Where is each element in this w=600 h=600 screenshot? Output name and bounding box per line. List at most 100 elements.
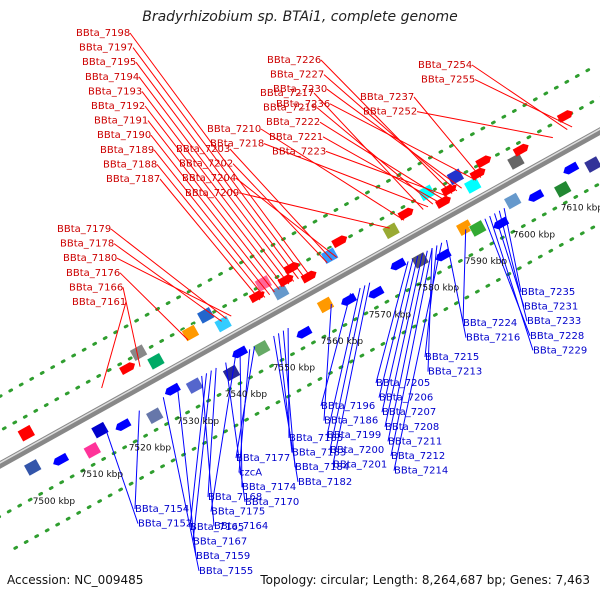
- lower-gene-label: BBta_7212: [391, 451, 445, 462]
- genome-summary-text: Topology: circular; Length: 8,264,687 bp…: [260, 573, 590, 587]
- lower-leader: [287, 327, 290, 439]
- upper-gene-arrow: [397, 207, 414, 221]
- upper-leader: [235, 177, 338, 258]
- lower-gene-4: [115, 418, 132, 432]
- lower-leader: [387, 250, 428, 442]
- upper-leader: [319, 121, 443, 200]
- lower-gene-0: [23, 458, 43, 477]
- upper-leader: [260, 128, 405, 221]
- tick-label: 7560 kbp: [321, 337, 364, 347]
- lower-gene-label: BBta_7211: [388, 436, 442, 447]
- tick-label: 7570 kbp: [369, 310, 412, 320]
- lower-leader: [446, 239, 467, 338]
- lower-gene-label: BBta_7231: [524, 302, 578, 313]
- upper-gene-label: BBta_7204: [182, 173, 236, 184]
- upper-gene-arrow: [119, 362, 136, 376]
- lower-leader: [424, 245, 438, 358]
- upper-gene-block: [146, 352, 166, 371]
- lower-gene-10: [252, 339, 272, 358]
- lower-gene-label: BBta_7168: [208, 492, 262, 503]
- upper-gene-label: BBta_7191: [94, 116, 148, 127]
- lower-leader: [273, 335, 299, 482]
- lower-gene-arrow: [390, 257, 407, 271]
- upper-gene-14: [331, 235, 348, 249]
- upper-gene-block: [196, 306, 216, 325]
- lower-leader: [427, 248, 433, 372]
- lower-gene-arrow: [164, 382, 181, 396]
- lower-gene-label: BBta_7164: [214, 521, 268, 532]
- upper-gene-20: [445, 167, 465, 186]
- upper-leader: [122, 287, 141, 367]
- lower-gene-5: [145, 406, 165, 425]
- lower-gene-13: [341, 292, 358, 306]
- lower-gene-arrow: [435, 248, 452, 262]
- lower-gene-block: [316, 295, 335, 314]
- upper-leader: [119, 272, 189, 341]
- lower-gene-arrow: [232, 345, 249, 359]
- upper-gene-label: BBta_7180: [63, 253, 117, 264]
- upper-gene-arrow: [512, 143, 529, 157]
- lower-gene-label: BBta_7216: [466, 333, 520, 344]
- lower-gene-label: BBta_7205: [376, 378, 430, 389]
- lower-gene-12: [316, 295, 335, 314]
- upper-gene-label: BBta_7237: [360, 92, 414, 103]
- tick-label: 7600 kbp: [513, 230, 556, 240]
- lower-gene-label: BBta_7175: [211, 507, 265, 518]
- lower-gene-arrow: [528, 189, 545, 202]
- upper-leader: [474, 79, 573, 128]
- upper-gene-label: BBta_7192: [91, 101, 145, 112]
- upper-gene-label: BBta_7193: [88, 86, 142, 97]
- lower-gene-23: [553, 180, 573, 199]
- lower-gene-label: BBta_7155: [199, 566, 253, 577]
- upper-leader: [329, 103, 477, 181]
- lower-gene-17: [435, 248, 452, 262]
- upper-gene-label: BBta_7161: [72, 297, 126, 308]
- lower-gene-block: [23, 458, 43, 477]
- upper-leader: [263, 143, 429, 208]
- tick-label: 7580 kbp: [417, 284, 460, 294]
- lower-gene-label: BBta_7174: [242, 482, 296, 493]
- upper-gene-label: BBta_7254: [418, 60, 472, 71]
- upper-gene-label: BBta_7252: [363, 107, 417, 118]
- lower-gene-label: BBta_7228: [530, 331, 584, 342]
- lower-gene-label: czcA: [239, 468, 262, 479]
- lower-leader: [378, 258, 414, 398]
- dot-line-2: [0, 181, 600, 519]
- upper-gene-label: BBta_7190: [97, 130, 151, 141]
- upper-gene-label: BBta_7221: [269, 132, 323, 143]
- upper-gene-label: BBta_7195: [82, 57, 136, 68]
- lower-gene-block: [145, 406, 165, 425]
- dot-line-1: [0, 95, 600, 433]
- upper-gene-label: BBta_7209: [185, 188, 239, 199]
- upper-gene-arrow: [556, 110, 573, 123]
- upper-gene-arrow: [300, 270, 317, 284]
- lower-gene-label: BBta_7167: [193, 537, 247, 548]
- lower-gene-block: [468, 219, 488, 238]
- upper-leader: [138, 76, 295, 282]
- upper-gene-13: [320, 246, 340, 265]
- lower-gene-label: BBta_7184: [295, 462, 349, 473]
- lower-leader: [105, 429, 139, 524]
- upper-gene-label: BBta_7223: [272, 146, 326, 157]
- lower-gene-label: BBta_7165: [190, 522, 244, 533]
- lower-gene-block: [90, 421, 110, 440]
- upper-leader: [323, 74, 458, 192]
- lower-leader: [162, 397, 200, 571]
- upper-leader: [322, 136, 438, 202]
- tick-label: 7520 kbp: [129, 443, 172, 453]
- upper-gene-4: [181, 324, 200, 342]
- tick-label: 7590 kbp: [465, 257, 508, 267]
- upper-gene-block: [181, 324, 200, 342]
- lower-gene-1: [53, 452, 70, 466]
- accession-text: Accession: NC_009485: [7, 573, 144, 587]
- lower-gene-label: BBta_7185: [289, 433, 343, 444]
- upper-leader: [141, 91, 290, 285]
- lower-leader: [489, 215, 534, 351]
- upper-gene-label: BBta_7179: [57, 224, 111, 235]
- upper-gene-arrow: [434, 196, 451, 209]
- lower-leader: [177, 389, 197, 557]
- upper-leader: [238, 192, 390, 229]
- genome-backbone: [0, 127, 600, 469]
- lower-gene-block: [185, 376, 204, 395]
